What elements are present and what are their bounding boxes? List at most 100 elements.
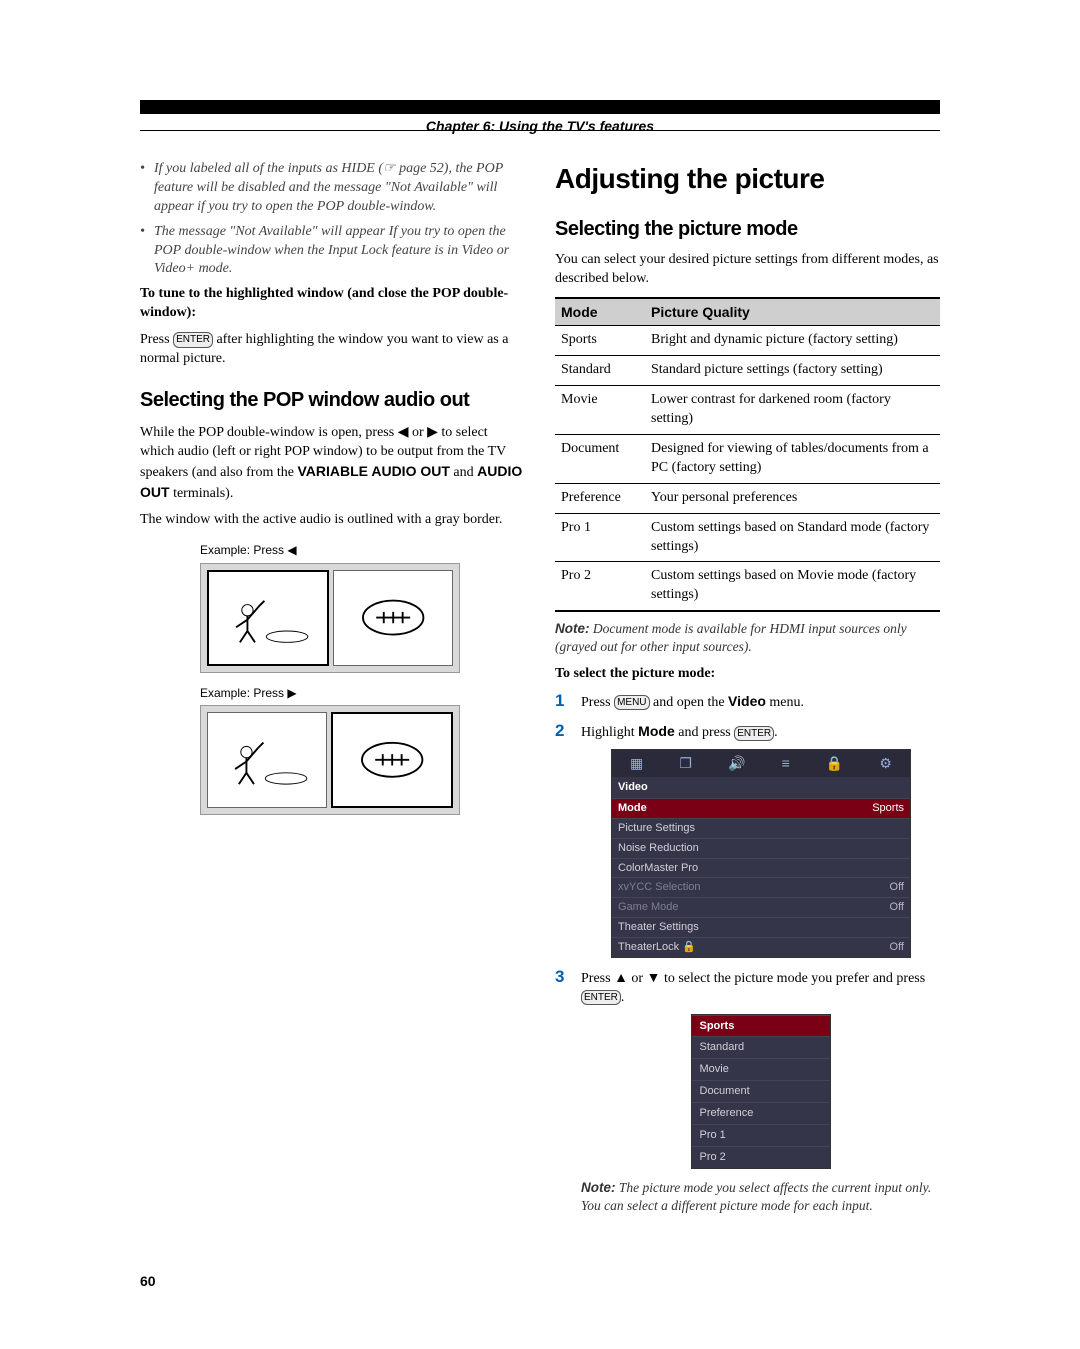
osd-picture-icon: ▦ [630, 754, 643, 773]
baseball-icon [220, 722, 314, 797]
pop-right-cell-active [331, 712, 453, 808]
quality-cell: Custom settings based on Movie mode (fac… [645, 562, 940, 611]
osd-value: Off [890, 940, 904, 955]
osd-value: Off [890, 880, 904, 895]
header-rule-thin [140, 130, 940, 131]
osd-value: Off [890, 900, 904, 915]
steps-list: 1 Press MENU and open the Video menu. 2 … [555, 692, 940, 1215]
table-row: Pro 2Custom settings based on Movie mode… [555, 562, 940, 611]
header-rule-thick [140, 100, 940, 114]
to-select-heading: To select the picture mode: [555, 665, 940, 684]
intro-bullets: If you labeled all of the inputs as HIDE… [140, 160, 525, 279]
osd-sliders-icon: ≡ [782, 754, 790, 773]
mini-item: Pro 1 [692, 1124, 830, 1146]
example-right-label: Example: Press ▶ [200, 685, 525, 701]
page: Chapter 6: Using the TV's features If yo… [0, 0, 1080, 1349]
step1-b: and open the [650, 695, 729, 710]
mini-item: Sports [692, 1015, 830, 1037]
note-picture-mode: Note: The picture mode you select affect… [581, 1179, 940, 1215]
left-column: If you labeled all of the inputs as HIDE… [140, 160, 525, 1225]
tune-heading: To tune to the highlighted window (and c… [140, 285, 525, 323]
audio-p1-e: terminals). [170, 486, 234, 501]
step-3: 3 Press ▲ or ▼ to select the picture mod… [555, 968, 940, 1215]
note-body: The picture mode you select affects the … [581, 1180, 931, 1213]
note-document-mode: Note: Document mode is available for HDM… [555, 620, 940, 656]
mode-cell: Pro 2 [555, 562, 645, 611]
down-arrow-icon: ▼ [647, 969, 661, 985]
step1-a: Press [581, 695, 614, 710]
tune-body-a: Press [140, 332, 173, 347]
mini-item: Pro 2 [692, 1146, 830, 1168]
football-icon [345, 723, 439, 797]
osd-row: Noise Reduction [612, 838, 910, 858]
pop-example-right [200, 705, 460, 815]
table-row: DocumentDesigned for viewing of tables/d… [555, 435, 940, 484]
step-1: 1 Press MENU and open the Video menu. [555, 692, 940, 713]
th-quality: Picture Quality [645, 298, 940, 326]
mini-item: Standard [692, 1036, 830, 1058]
quality-cell: Your personal preferences [645, 483, 940, 513]
mode-cell: Standard [555, 356, 645, 386]
mode-cell: Document [555, 435, 645, 484]
step1-c: menu. [766, 695, 804, 710]
step2-a: Highlight [581, 725, 638, 740]
step3-c: to select the picture mode you prefer an… [660, 971, 925, 986]
step3-b: or [628, 971, 647, 986]
step-num: 1 [555, 690, 564, 713]
left-arrow-icon: ◀ [398, 423, 409, 439]
table-row: PreferenceYour personal preferences [555, 483, 940, 513]
heading-select-mode: Selecting the picture mode [555, 216, 940, 243]
mode-cell: Sports [555, 326, 645, 356]
video-label: Video [728, 693, 766, 709]
enter-icon: ENTER [734, 726, 774, 742]
football-icon [346, 580, 440, 655]
mini-item: Preference [692, 1102, 830, 1124]
table-row: MovieLower contrast for darkened room (f… [555, 386, 940, 435]
step-num: 2 [555, 720, 564, 743]
quality-cell: Designed for viewing of tables/documents… [645, 435, 940, 484]
heading-adjusting: Adjusting the picture [555, 160, 940, 198]
baseball-icon [221, 581, 315, 655]
bullet-1: If you labeled all of the inputs as HIDE… [154, 160, 525, 217]
up-arrow-icon: ▲ [614, 969, 628, 985]
two-column-layout: If you labeled all of the inputs as HIDE… [140, 160, 940, 1225]
osd-label: Game Mode [618, 900, 679, 915]
tune-body: Press ENTER after highlighting the windo… [140, 331, 525, 369]
osd-value: Sports [872, 801, 904, 816]
note-label: Note: [555, 621, 590, 636]
osd-label: TheaterLock 🔒 [618, 940, 696, 955]
table-row: Pro 1Custom settings based on Standard m… [555, 513, 940, 562]
modes-table: Mode Picture Quality SportsBright and dy… [555, 297, 940, 613]
osd-icon-bar: ▦ ❐ 🔊 ≡ 🔒 ⚙ [612, 750, 910, 777]
enter-icon: ENTER [173, 332, 213, 348]
osd-row: ColorMaster Pro [612, 858, 910, 878]
osd-label: Mode [618, 801, 647, 816]
audio-p1-b: or [408, 425, 427, 440]
osd-row: Picture Settings [612, 818, 910, 838]
audio-p1: While the POP double-window is open, pre… [140, 422, 525, 504]
osd-row: xvYCC Selection Off [612, 877, 910, 897]
quality-cell: Custom settings based on Standard mode (… [645, 513, 940, 562]
enter-icon: ENTER [581, 990, 621, 1006]
osd-row: Theater Settings [612, 917, 910, 937]
osd-heading: Video [612, 777, 910, 798]
mini-item: Movie [692, 1058, 830, 1080]
audio-p2: The window with the active audio is outl… [140, 511, 525, 530]
note-body: Document mode is available for HDMI inpu… [555, 621, 907, 654]
table-row: SportsBright and dynamic picture (factor… [555, 326, 940, 356]
heading-pop-audio: Selecting the POP window audio out [140, 387, 525, 414]
osd-row: Game Mode Off [612, 897, 910, 917]
osd-label: xvYCC Selection [618, 880, 701, 895]
variable-audio-out-label: VARIABLE AUDIO OUT [297, 463, 449, 479]
step3-a: Press [581, 971, 614, 986]
step3-d: . [621, 990, 625, 1005]
pop-right-cell [333, 570, 453, 666]
chapter-title: Chapter 6: Using the TV's features [0, 118, 1080, 134]
quality-cell: Standard picture settings (factory setti… [645, 356, 940, 386]
table-row: StandardStandard picture settings (facto… [555, 356, 940, 386]
example-left-label: Example: Press ◀ [200, 542, 525, 558]
mode-cell: Preference [555, 483, 645, 513]
quality-cell: Lower contrast for darkened room (factor… [645, 386, 940, 435]
pop-left-cell-active [207, 570, 329, 666]
osd-speaker-icon: 🔊 [728, 754, 745, 773]
